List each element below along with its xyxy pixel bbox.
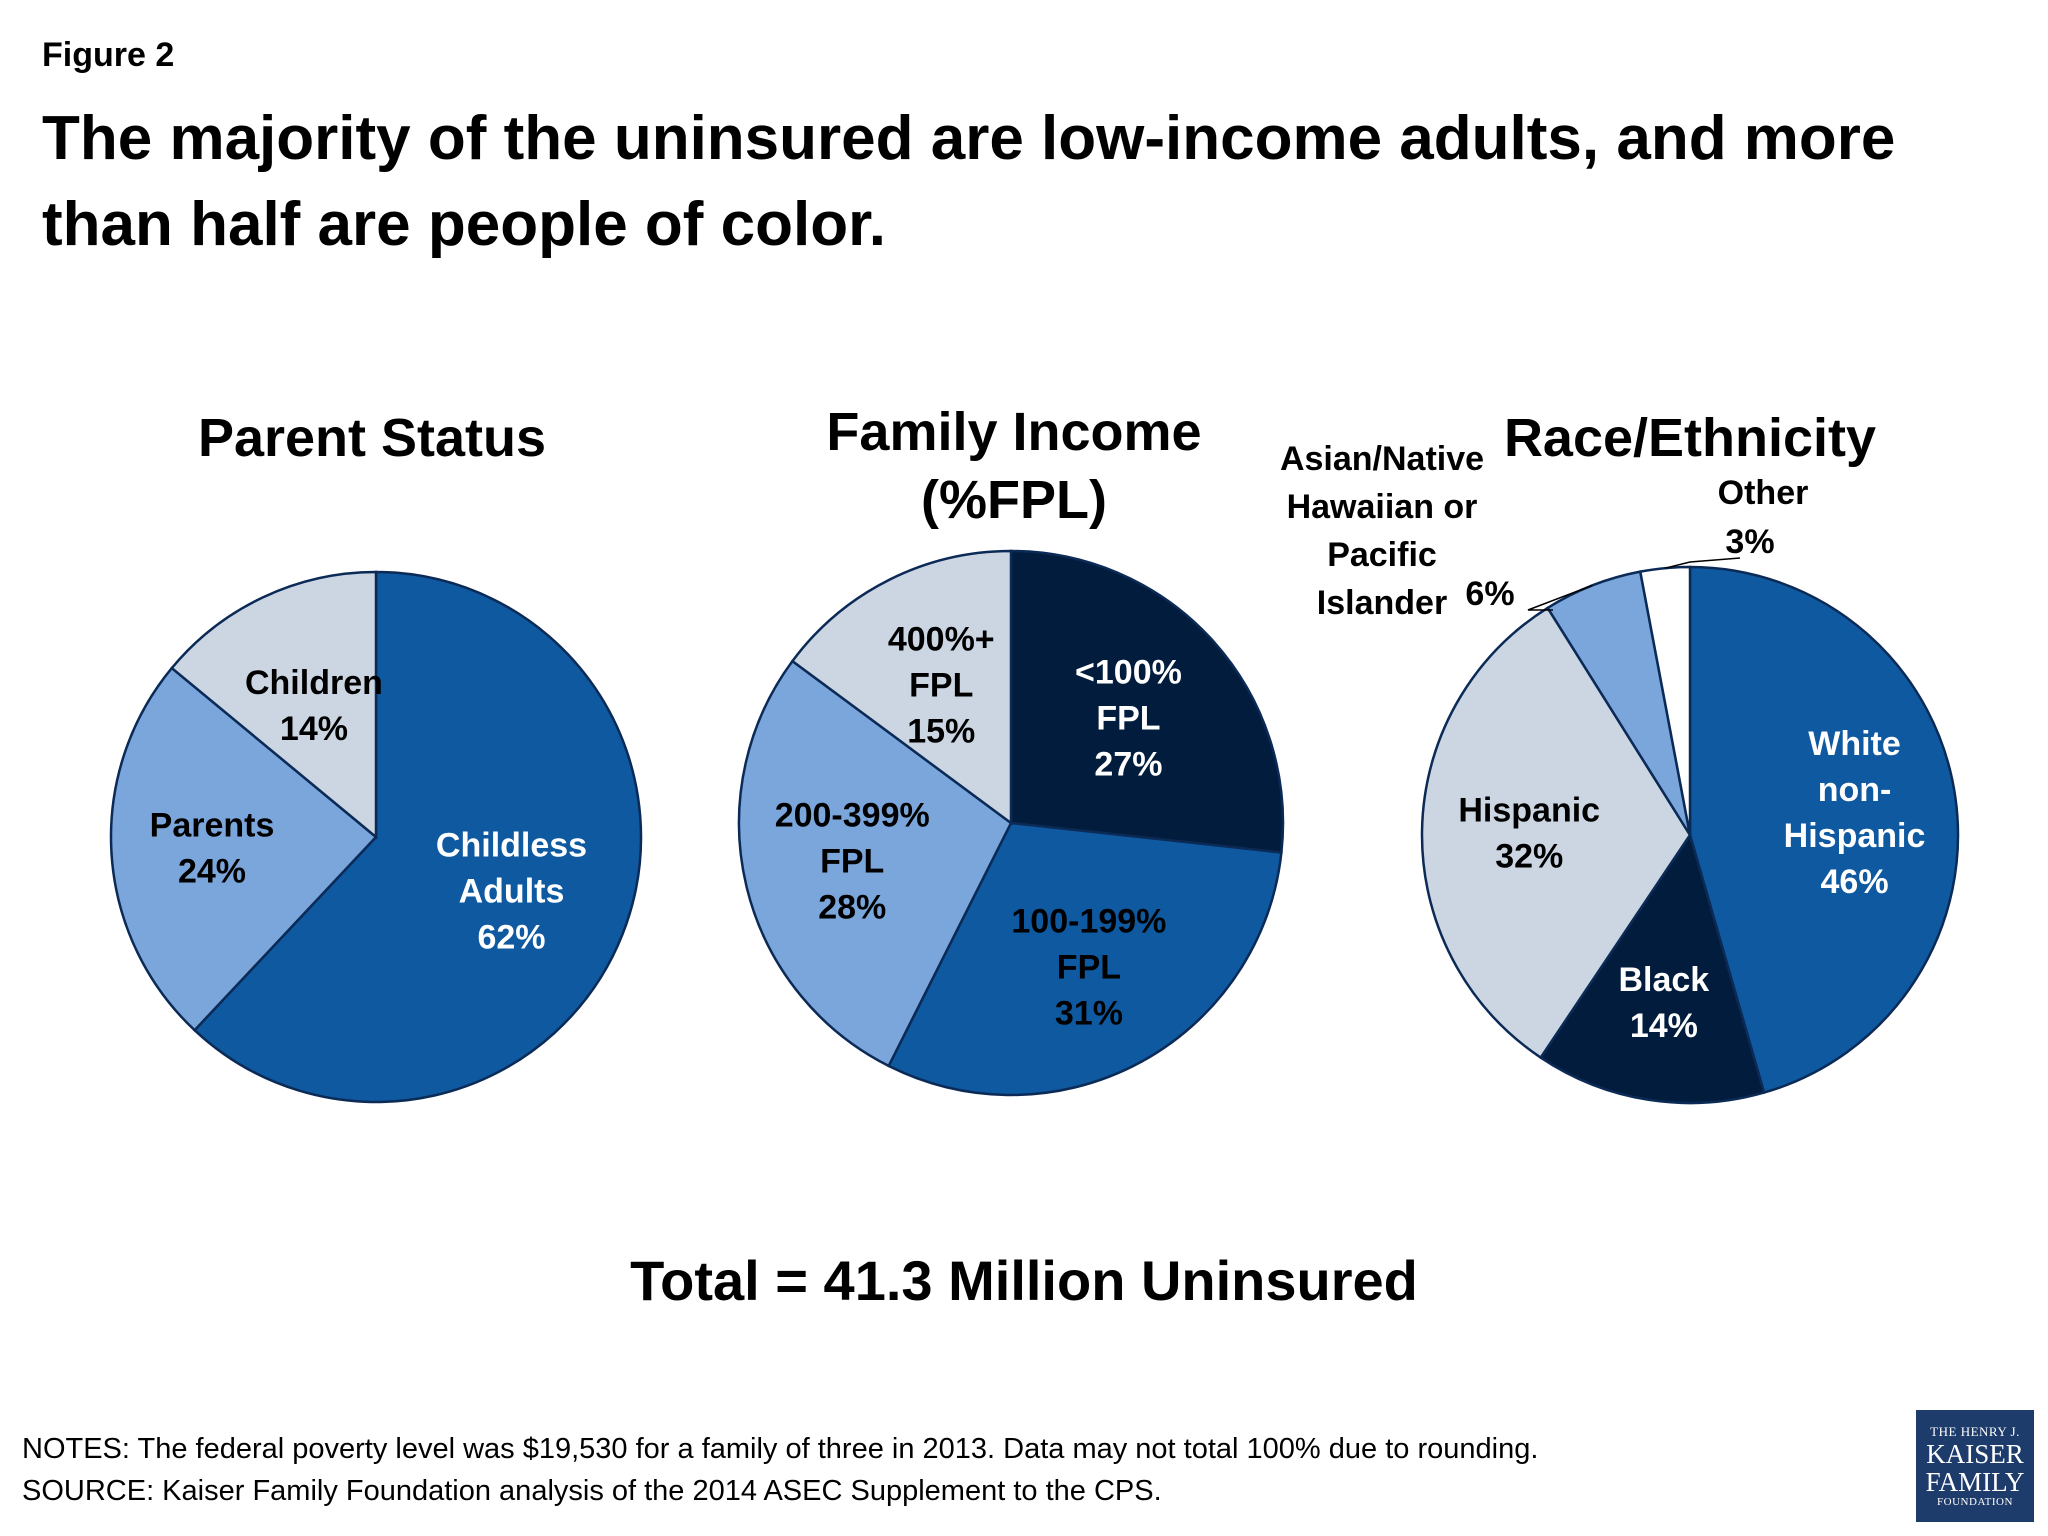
slice-value: 46% <box>1821 863 1889 901</box>
slice-label: Childless <box>436 827 587 865</box>
source-text: SOURCE: Kaiser Family Foundation analysi… <box>22 1475 1162 1507</box>
slice-label: Hispanic <box>1458 791 1600 829</box>
pie-chart-2: Family Income (%FPL) <100% FPL 27% 100-199% FP… <box>737 402 1285 1097</box>
slice-label: Pacific <box>1327 536 1437 574</box>
slice-label: FPL <box>1057 948 1121 986</box>
slice-label: <100% <box>1075 654 1182 692</box>
pie-slice <box>790 549 1013 826</box>
chart-title: Family Income <box>826 402 1201 462</box>
slice-label: Parents <box>150 806 275 844</box>
chart-title: (%FPL) <box>921 470 1107 530</box>
pie-slice <box>192 570 643 1104</box>
logo-line-4: FOUNDATION <box>1937 1496 2013 1508</box>
slice-label: FPL <box>909 667 973 705</box>
figure-label: Figure 2 <box>42 36 175 74</box>
pie-slice <box>1420 606 1692 1060</box>
pie-chart-3: Race/Ethnicity White non- Hispanic 46% Black 1… <box>1280 408 1960 1105</box>
slice-label: Children <box>245 664 383 702</box>
pie-slice <box>1688 565 1960 1095</box>
slice-value: 3% <box>1725 523 1774 561</box>
slice-label: FPL <box>820 843 884 881</box>
chart-title: Race/Ethnicity <box>1504 408 1876 468</box>
slice-value: 15% <box>907 713 975 751</box>
slice-value: 24% <box>178 852 246 890</box>
slice-label: Other <box>1718 474 1809 512</box>
slice-value: 6% <box>1465 575 1514 613</box>
slice-value: 14% <box>280 710 348 748</box>
logo-line-2: KAISER <box>1926 1439 2024 1469</box>
slice-label: Adults <box>459 873 565 911</box>
kff-logo: THE HENRY J. KAISER FAMILY FOUNDATION <box>1916 1410 2034 1522</box>
slice-value: 28% <box>818 889 886 927</box>
slice-label: Asian/Native <box>1280 440 1484 478</box>
logo-line-3: FAMILY <box>1925 1467 2025 1497</box>
pie-slice <box>1538 832 1766 1105</box>
pie-slice <box>737 659 1013 1068</box>
slice-label: 100-199% <box>1011 902 1166 940</box>
slice-value: 31% <box>1055 994 1123 1032</box>
notes-block: NOTES: The federal poverty level was $19… <box>22 1428 1538 1512</box>
pie-slice <box>109 666 378 1032</box>
pie-slice <box>1009 549 1285 854</box>
slice-value: 32% <box>1495 837 1563 875</box>
slice-label: FPL <box>1096 700 1160 738</box>
slice-value: 62% <box>477 919 545 957</box>
headline: The majority of the uninsured are low-in… <box>42 104 1896 259</box>
slice-label: Islander <box>1317 584 1447 622</box>
logo-line-1: THE HENRY J. <box>1930 1424 2020 1439</box>
slice-value: 27% <box>1094 746 1162 784</box>
leader-line <box>1664 557 1741 569</box>
pie-slice <box>886 821 1283 1097</box>
slice-label: 400%+ <box>888 621 995 659</box>
slice-label: Black <box>1618 961 1709 999</box>
slice-label: White <box>1808 725 1901 763</box>
slice-label: non- <box>1818 771 1892 809</box>
slice-label: Hawaiian or <box>1287 488 1478 526</box>
notes-text: NOTES: The federal poverty level was $19… <box>22 1433 1539 1465</box>
pie-slice <box>1638 565 1692 836</box>
chart-title: Parent Status <box>198 408 546 468</box>
leader-line <box>1527 584 1593 611</box>
slice-label: 200-399% <box>775 797 930 835</box>
slice-value: 14% <box>1630 1007 1698 1045</box>
pie-chart-1: Parent Status Childless Adults 62% Parents 24… <box>109 408 643 1104</box>
slice-label: Hispanic <box>1784 817 1926 855</box>
total-uninsured: Total = 41.3 Million Uninsured <box>630 1249 1418 1312</box>
pie-slice <box>170 570 378 840</box>
